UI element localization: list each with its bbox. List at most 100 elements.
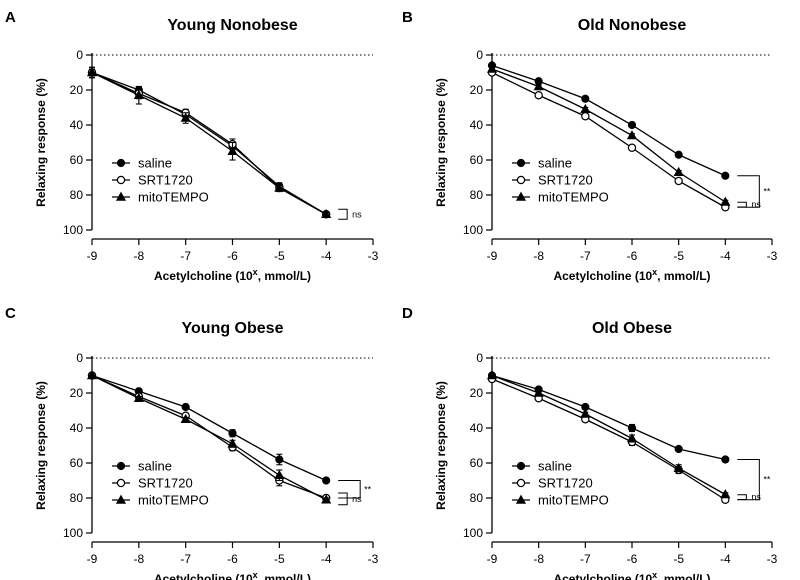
- marker-open-circle: [116, 175, 126, 185]
- x-tick-label: -4: [321, 249, 332, 263]
- marker-filled-circle: [721, 455, 730, 464]
- x-tick-label: -3: [767, 552, 778, 566]
- x-tick-label: -8: [133, 552, 144, 566]
- y-tick-label: 80: [470, 188, 484, 202]
- x-tick-label: -8: [133, 249, 144, 263]
- significance-label: **: [763, 187, 771, 197]
- marker-filled-triangle: [580, 103, 591, 114]
- legend-label-saline: saline: [538, 459, 572, 474]
- y-tick-label: 100: [63, 223, 83, 237]
- legend-label-mitotempo: mitoTEMPO: [138, 493, 209, 508]
- y-tick-label: 100: [463, 223, 483, 237]
- y-tick-label: 40: [70, 421, 84, 435]
- marker-filled-triangle: [486, 63, 498, 73]
- panel-letter: B: [402, 9, 413, 26]
- x-axis-title-superscript: x: [652, 570, 657, 580]
- x-axis-title-superscript: x: [253, 570, 258, 580]
- marker-open-circle: [516, 478, 526, 488]
- series-line: [491, 68, 726, 203]
- x-tick-label: -7: [580, 249, 591, 263]
- significance-annotation: **: [338, 480, 372, 499]
- x-tick-label: -3: [368, 249, 379, 263]
- panel-title: Young Obese: [182, 320, 284, 337]
- x-axis-title: Acetylcholine (10x, mmol/L): [553, 267, 710, 283]
- x-tick-label: -4: [720, 249, 731, 263]
- x-axis-title: Acetylcholine (10x, mmol/L): [154, 267, 311, 283]
- significance-bracket: [338, 480, 361, 499]
- marker-filled-circle: [627, 423, 637, 433]
- marker-filled-circle: [516, 158, 526, 168]
- significance-annotation: **: [737, 175, 771, 208]
- marker-filled-triangle: [86, 370, 98, 380]
- marker-filled-triangle: [580, 408, 591, 418]
- panel-letter: C: [5, 305, 16, 322]
- x-axis-title-prefix: Acetylcholine (10: [553, 572, 652, 580]
- x-tick-label: -5: [673, 249, 684, 263]
- marker-filled-circle: [674, 444, 683, 454]
- x-axis-title: Acetylcholine (10x, mmol/L): [553, 570, 710, 580]
- panel-title: Old Nonobese: [578, 17, 687, 34]
- x-tick-label: -9: [87, 249, 98, 263]
- marker-open-circle: [627, 143, 637, 152]
- marker-open-circle: [674, 176, 683, 186]
- panel-letter: A: [5, 9, 16, 26]
- y-tick-label: 20: [470, 386, 484, 400]
- marker-filled-circle: [116, 158, 126, 168]
- x-axis-title-suffix: , mmol/L): [657, 572, 710, 580]
- marker-filled-triangle: [274, 469, 285, 480]
- legend: saline SRT1720 mitoTEMPO: [512, 156, 609, 205]
- marker-filled-circle: [322, 476, 331, 485]
- panel-d: D Old Obese 0 20 40 60 80 100 -9 -8 -7 -6 -5 -4 -3 Rela…: [402, 305, 778, 580]
- panel-letter: D: [402, 305, 413, 322]
- series-mitotempo: [486, 63, 731, 206]
- x-tick-label: -5: [673, 552, 684, 566]
- legend-label-srt1720: SRT1720: [138, 173, 193, 188]
- series-mitotempo: [86, 370, 332, 504]
- ns-bracket: [737, 201, 747, 208]
- panel-title: Young Nonobese: [167, 17, 297, 34]
- ns-bracket: [737, 494, 747, 500]
- marker-open-circle: [116, 478, 126, 488]
- x-axis-title-prefix: Acetylcholine (10: [154, 269, 253, 283]
- series-line: [91, 374, 327, 501]
- legend-label-srt1720: SRT1720: [538, 476, 593, 491]
- significance-bracket: [737, 175, 760, 208]
- y-tick-label: 40: [470, 421, 484, 435]
- x-tick-label: -5: [274, 552, 285, 566]
- legend-label-srt1720: SRT1720: [138, 476, 193, 491]
- y-tick-label: 100: [63, 526, 83, 540]
- y-tick-label: 60: [470, 456, 484, 470]
- y-tick-label: 20: [470, 83, 484, 97]
- ns-bracket: [338, 208, 348, 220]
- y-axis-title: Relaxing response (%): [434, 78, 448, 207]
- legend: saline SRT1720 mitoTEMPO: [112, 459, 209, 508]
- y-tick-label: 60: [470, 153, 484, 167]
- y-tick-label: 60: [70, 153, 84, 167]
- marker-filled-circle: [228, 429, 237, 438]
- y-tick-label: 80: [70, 188, 84, 202]
- x-tick-label: -9: [487, 249, 498, 263]
- ns-bracket: [338, 492, 348, 506]
- marker-filled-triangle: [515, 494, 527, 504]
- series-line: [491, 64, 726, 177]
- marker-filled-triangle: [626, 433, 638, 443]
- marker-filled-triangle: [227, 438, 238, 448]
- legend-label-saline: saline: [138, 156, 172, 171]
- marker-filled-triangle: [626, 130, 638, 140]
- x-tick-label: -4: [321, 552, 332, 566]
- significance-bracket: [737, 459, 760, 501]
- x-tick-label: -9: [487, 552, 498, 566]
- significance-annotation: **: [737, 459, 771, 501]
- marker-filled-triangle: [133, 392, 144, 403]
- marker-filled-triangle: [227, 145, 238, 156]
- series-mitotempo: [86, 66, 332, 219]
- x-tick-label: -7: [180, 552, 191, 566]
- marker-filled-triangle: [115, 494, 127, 504]
- marker-filled-circle: [181, 402, 190, 412]
- marker-open-circle: [534, 91, 543, 100]
- legend-label-mitotempo: mitoTEMPO: [138, 190, 209, 205]
- x-tick-label: -5: [274, 249, 285, 263]
- series-line: [91, 71, 327, 215]
- y-tick-label: 40: [470, 118, 484, 132]
